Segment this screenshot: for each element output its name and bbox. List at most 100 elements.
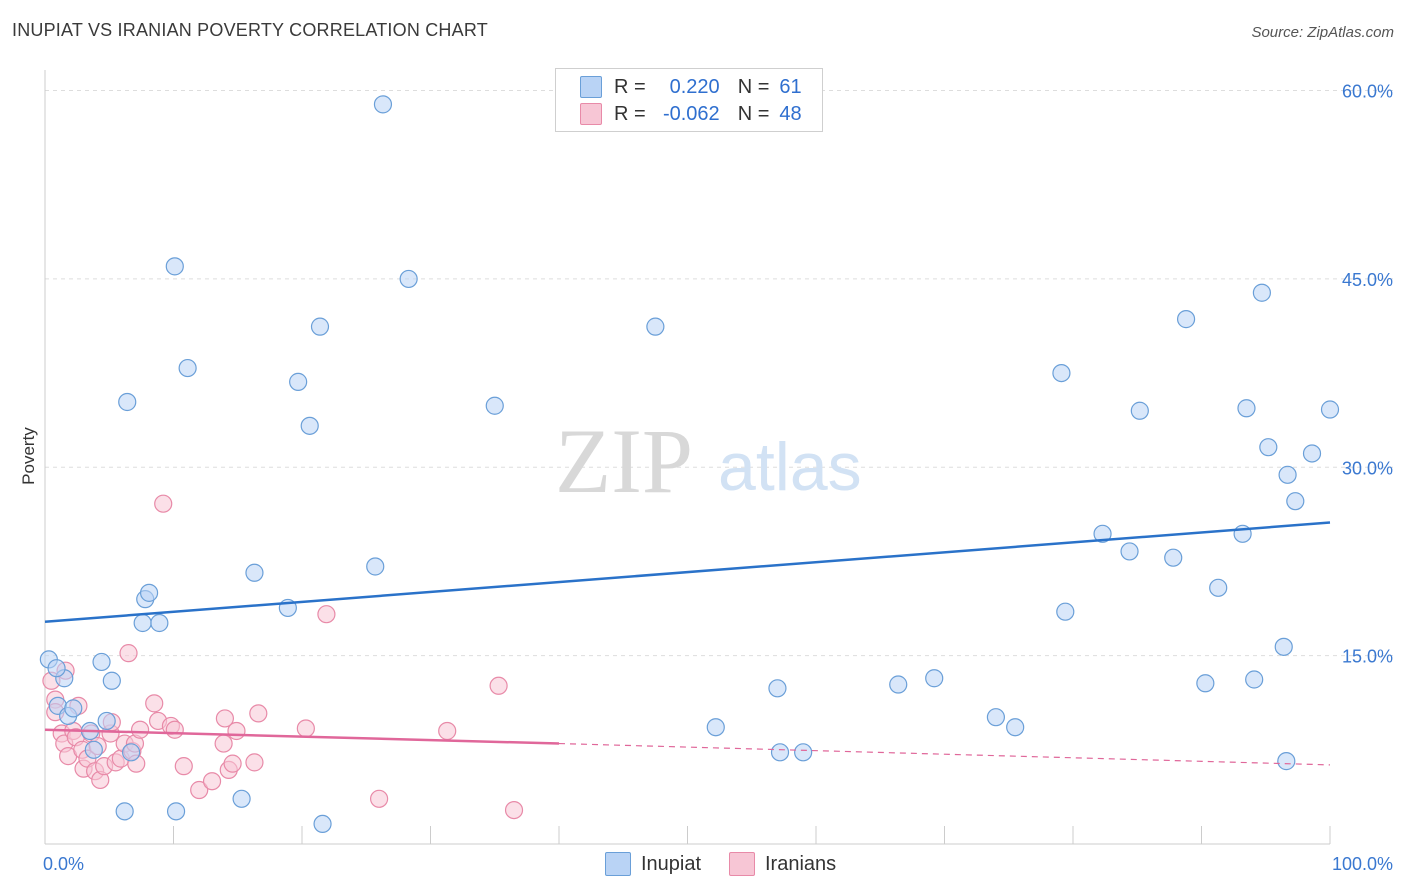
inupiat-point xyxy=(310,317,330,336)
inupiat-point xyxy=(165,257,184,276)
inupiat-r-value: 0.220 xyxy=(669,75,720,98)
iranians-legend-label: Iranians xyxy=(765,852,837,875)
inupiat-point xyxy=(1006,718,1025,737)
inupiat-point xyxy=(986,708,1006,727)
inupiat-point xyxy=(485,396,504,415)
iranians-legend-swatch xyxy=(729,852,755,876)
iranians-trend-extension xyxy=(558,742,1331,766)
iranians-trend-line xyxy=(44,728,560,745)
inupiat-points xyxy=(39,95,1340,834)
bottom-legend-inupiat[interactable]: Inupiat xyxy=(605,852,701,876)
inupiat-swatch xyxy=(580,76,602,98)
inupiat-point xyxy=(1209,578,1228,597)
inupiat-point xyxy=(646,317,665,336)
inupiat-point xyxy=(289,372,308,391)
inupiat-point xyxy=(1176,310,1196,329)
iranians-point xyxy=(215,709,234,728)
iranians-point xyxy=(165,720,184,739)
inupiat-point xyxy=(84,740,103,759)
iranians-n-value: 48 xyxy=(779,102,802,125)
inupiat-point xyxy=(1277,752,1296,771)
x-tick-label: 100.0% xyxy=(1332,854,1393,874)
inupiat-point xyxy=(1259,438,1278,457)
iranians-point xyxy=(227,721,246,741)
y-tick-label: 45.0% xyxy=(1342,270,1393,290)
iranians-point xyxy=(145,694,164,713)
inupiat-point xyxy=(1056,602,1075,621)
watermark-zip: ZIP xyxy=(555,410,693,512)
bottom-legend-iranians[interactable]: Iranians xyxy=(729,852,836,876)
y-tick-label: 60.0% xyxy=(1342,82,1393,102)
inupiat-point xyxy=(102,671,121,690)
iranians-point xyxy=(249,704,268,723)
inupiat-r-label: R = xyxy=(614,75,646,98)
inupiat-point xyxy=(133,613,152,633)
trend-lines xyxy=(44,521,1331,766)
correlation-legend: R = 0.220 N = 61 R = -0.062 N = 48 xyxy=(555,68,823,132)
iranians-point xyxy=(296,719,315,738)
inupiat-point xyxy=(178,358,197,378)
iranians-r-value: -0.062 xyxy=(662,102,720,125)
inupiat-point xyxy=(1320,400,1340,419)
inupiat-point xyxy=(245,563,264,582)
inupiat-point xyxy=(1278,465,1297,484)
inupiat-point xyxy=(1164,548,1183,567)
inupiat-point xyxy=(1245,670,1264,689)
iranians-r-label: R = xyxy=(614,102,646,125)
inupiat-point xyxy=(115,802,134,821)
inupiat-point xyxy=(313,814,332,834)
iranians-point xyxy=(489,676,508,695)
iranians-point xyxy=(202,772,222,791)
inupiat-point xyxy=(1093,524,1112,543)
source-label: Source: ZipAtlas.com xyxy=(1251,24,1394,41)
inupiat-point xyxy=(166,802,186,821)
inupiat-point xyxy=(150,613,169,633)
iranians-point xyxy=(438,721,457,741)
inupiat-point xyxy=(1120,542,1139,561)
tick-labels: 15.0% 30.0% 45.0% 60.0% 0.0% 100.0% xyxy=(43,82,1393,874)
iranians-point xyxy=(174,757,193,776)
inupiat-point xyxy=(770,743,790,762)
iranians-point xyxy=(370,789,389,808)
watermark-atlas: atlas xyxy=(718,429,862,505)
inupiat-point xyxy=(1196,674,1215,693)
y-tick-label: 15.0% xyxy=(1342,647,1393,667)
iranians-point xyxy=(190,780,209,800)
inupiat-point xyxy=(366,557,385,576)
y-axis-label: Poverty xyxy=(19,427,38,485)
inupiat-point xyxy=(794,743,813,762)
iranians-swatch xyxy=(580,103,602,125)
inupiat-point xyxy=(47,659,66,678)
inupiat-point xyxy=(1274,637,1293,656)
inupiat-point xyxy=(97,711,116,731)
iranians-point xyxy=(317,605,336,624)
y-tick-label: 30.0% xyxy=(1342,458,1393,478)
iranians-points xyxy=(42,494,524,820)
iranians-point xyxy=(214,734,233,753)
inupiat-point xyxy=(1237,399,1256,418)
inupiat-point xyxy=(889,675,908,694)
legend-row-iranians: R = -0.062 N = 48 xyxy=(580,101,802,127)
inupiat-legend-label: Inupiat xyxy=(641,852,702,875)
iranians-point xyxy=(130,720,150,739)
inupiat-point xyxy=(300,416,319,435)
inupiat-point xyxy=(92,652,111,672)
inupiat-legend-swatch xyxy=(605,852,631,876)
iranians-point xyxy=(223,754,242,773)
inupiat-point xyxy=(139,583,159,602)
inupiat-point xyxy=(706,718,725,737)
inupiat-point xyxy=(1130,401,1149,420)
inupiat-point xyxy=(232,789,251,808)
axes xyxy=(44,70,1331,845)
inupiat-point xyxy=(1302,444,1322,463)
inupiat-point xyxy=(1252,283,1271,302)
chart-title: INUPIAT VS IRANIAN POVERTY CORRELATION C… xyxy=(12,20,488,40)
iranians-point xyxy=(154,494,173,513)
inupiat-point xyxy=(64,699,83,718)
inupiat-point xyxy=(925,669,944,688)
inupiat-trend-line xyxy=(44,521,1331,623)
iranians-point xyxy=(119,644,138,663)
iranians-point xyxy=(245,753,264,772)
inupiat-point xyxy=(121,743,141,762)
